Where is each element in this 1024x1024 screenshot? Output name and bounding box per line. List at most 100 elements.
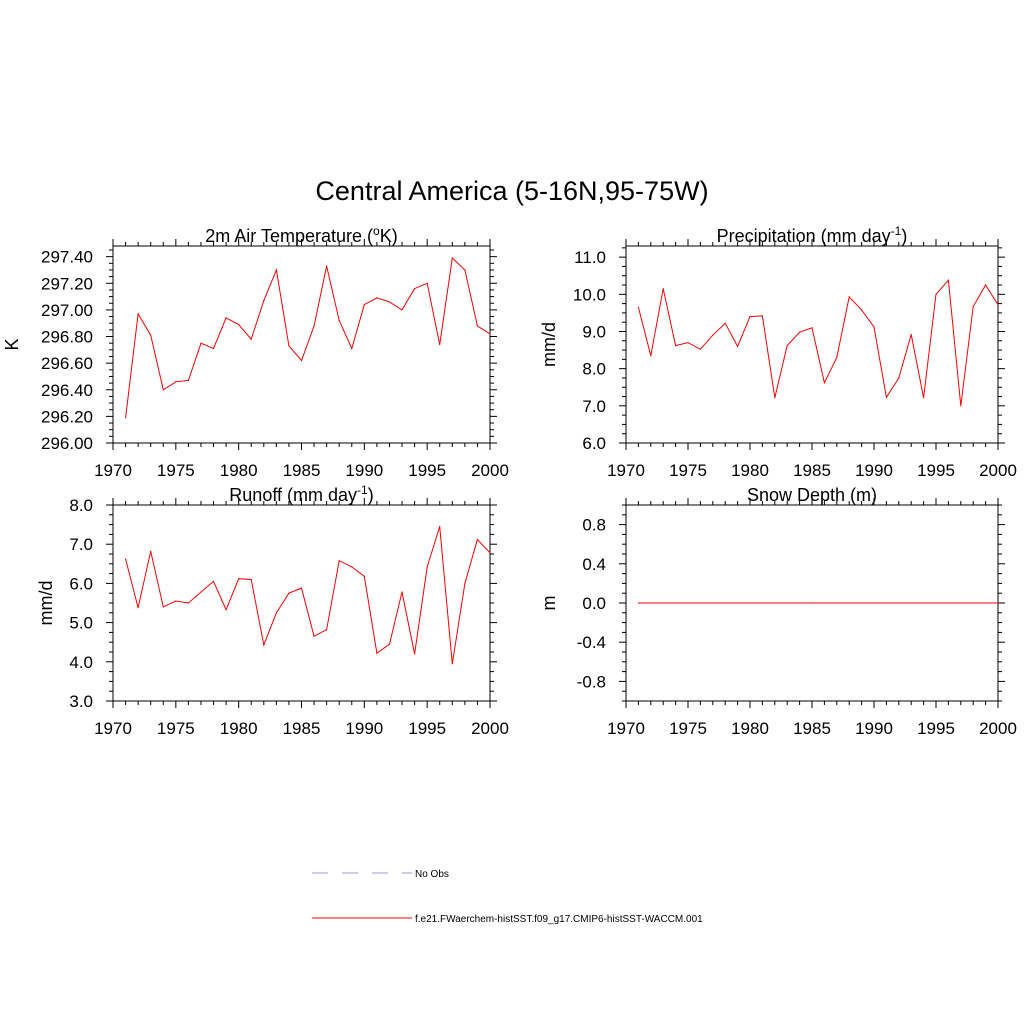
data-point [823,382,826,384]
data-point [761,602,764,604]
data-point [675,345,677,347]
panel-title-main: Snow Depth (m) [747,485,877,505]
data-point [125,558,127,560]
data-point [985,602,987,604]
data-point [960,405,962,407]
data-point [637,306,640,308]
panel-title-tail: ) [368,485,374,505]
data-point [451,257,453,259]
data-point [313,325,315,327]
data-point [288,345,290,347]
data-point [313,635,315,637]
data-point [363,304,365,306]
data-point [923,602,925,604]
panel-title: Precipitation (mm day-1) [717,224,908,246]
panel-title-tail: ) [901,226,907,246]
data-point [137,607,139,609]
x-tick-label: 1990 [345,719,383,738]
data-point [162,606,164,608]
panel-title-superscript: -1 [357,483,368,497]
x-tick-label: 1990 [345,461,383,480]
data-point [137,313,139,315]
panel-title-main: Runoff (mm day [229,485,357,505]
data-point [351,566,353,568]
data-point [997,304,999,306]
y-tick-label: 296.40 [41,381,93,400]
x-tick-label: 1980 [220,461,258,480]
data-point [861,309,863,311]
data-point [426,282,428,284]
panel-title: 2m Air Temperature (oK) [205,224,397,246]
data-point [439,343,441,346]
data-point [476,325,478,327]
x-tick-label: 2000 [979,719,1017,738]
data-point [489,552,491,554]
y-tick-label: -0.4 [577,633,606,652]
y-tick-label: 6.0 [582,434,606,453]
legend-label-2: f.e21.FWaerchem-histSST.f09_g17.CMIP6-hi… [415,914,703,925]
panel-title-superscript: -1 [891,224,902,238]
data-point [376,297,378,299]
data-point [451,663,453,665]
data-point [263,644,265,646]
data-point [650,355,652,357]
data-point [712,602,714,604]
x-tick-label: 1970 [607,461,645,480]
data-point [786,602,788,604]
y-tick-label: 296.80 [41,328,93,347]
x-tick-label: 1985 [283,461,321,480]
y-tick-label: 296.00 [41,434,93,453]
y-tick-label: 3.0 [69,692,93,711]
data-point [910,602,912,604]
x-tick-label: 2000 [471,461,509,480]
panel-title-main: Precipitation (mm day [717,226,891,246]
y-tick-label: -0.8 [577,672,606,691]
data-point [300,587,303,589]
data-point [985,284,987,286]
data-point [162,389,164,391]
panel-title-main: 2m Air Temperature ( [205,226,373,246]
data-point [972,306,974,308]
data-point [935,293,937,295]
data-point [836,602,838,604]
data-point [737,345,739,347]
y-tick-label: 6.0 [69,574,93,593]
y-tick-label: 7.0 [582,397,606,416]
series-line [125,526,491,664]
panel-title-tail: K) [380,226,398,246]
data-point [699,602,702,604]
y-tick-label: 9.0 [582,322,606,341]
data-point [464,269,466,271]
data-point [376,652,378,654]
data-point [774,602,776,604]
data-point [650,602,652,604]
data-point [212,347,215,350]
data-point [175,600,177,602]
data-point [125,417,127,419]
data-point [910,333,912,336]
y-tick-label: 297.20 [41,274,93,293]
x-tick-label: 2000 [979,461,1017,480]
data-point [898,377,900,379]
y-tick-label: 0.8 [582,516,606,535]
data-point [200,591,202,593]
y-tick-label: 4.0 [69,653,93,672]
data-point [426,566,428,568]
data-point [150,334,152,336]
x-tick-label: 1995 [408,719,446,738]
data-point [885,602,888,604]
data-point [799,331,801,333]
panels: 1970 1975 1980 1985 1990 1995 2000 296.00 296.20… [2,224,1017,738]
data-point [476,538,478,541]
data-point [275,612,277,614]
data-point [848,602,850,604]
data-point [363,575,365,577]
panel-snd: 1970 1975 1980 1985 1990 1995 2000 -0.8 -0.4 0.0 0… [539,485,1017,738]
data-point [687,342,689,344]
y-axis-label: K [2,338,22,350]
panel-tas: 1970 1975 1980 1985 1990 1995 2000 296.00 296.20… [2,224,509,480]
x-tick-label: 1995 [917,461,955,480]
legend: No Obs f.e21.FWaerchem-histSST.f09_g17.CM… [312,869,703,925]
legend-label-1: No Obs [415,869,449,880]
